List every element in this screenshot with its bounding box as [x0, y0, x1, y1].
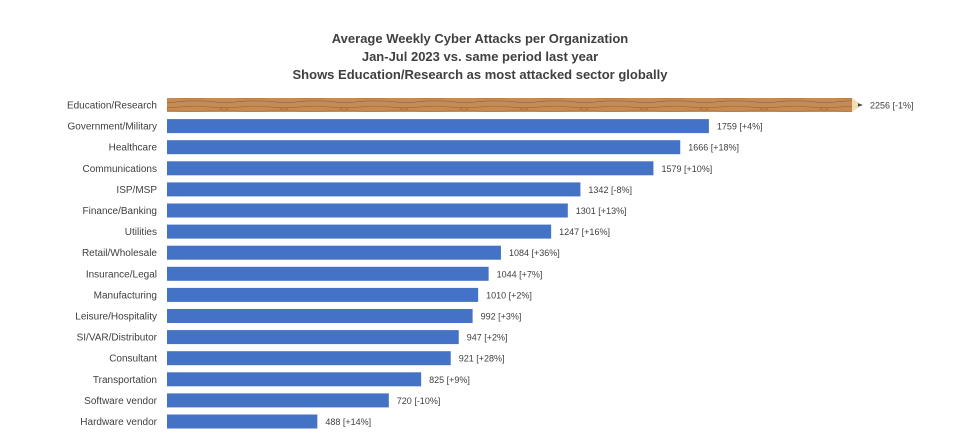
data-label-si-var-distributor: 947 [+2%] — [467, 333, 508, 343]
bar-si-var-distributor — [167, 330, 459, 345]
category-label-isp-msp: ISP/MSP — [116, 185, 157, 196]
category-label-insurance-legal: Insurance/Legal — [86, 269, 157, 280]
bar-education-research — [167, 98, 863, 112]
chart-title-line-2: Jan-Jul 2023 vs. same period last year — [361, 49, 599, 64]
data-label-insurance-legal: 1044 [+7%] — [497, 269, 543, 279]
bar-insurance-legal — [167, 266, 489, 281]
data-label-consultant: 921 [+28%] — [459, 354, 505, 364]
data-label-software-vendor: 720 [-10%] — [397, 396, 441, 406]
category-label-consultant: Consultant — [109, 354, 157, 365]
category-label-education-research: Education/Research — [67, 101, 157, 112]
category-label-communications: Communications — [83, 164, 157, 175]
data-label-healthcare: 1666 [+18%] — [688, 143, 739, 153]
data-label-hardware-vendor: 488 [+14%] — [325, 417, 371, 427]
data-label-leisure-hospitality: 992 [+3%] — [481, 312, 522, 322]
data-label-communications: 1579 [+10%] — [661, 164, 712, 174]
category-label-finance-banking: Finance/Banking — [83, 206, 158, 217]
category-label-software-vendor: Software vendor — [84, 396, 157, 407]
data-label-transportation: 825 [+9%] — [429, 375, 470, 385]
data-label-government-military: 1759 [+4%] — [717, 122, 763, 132]
bar-isp-msp — [167, 182, 581, 197]
pencil-body — [167, 98, 852, 112]
category-label-leisure-hospitality: Leisure/Hospitality — [75, 312, 157, 323]
bar-utilities — [167, 224, 552, 239]
data-label-finance-banking: 1301 [+13%] — [576, 206, 627, 216]
bar-manufacturing — [167, 287, 479, 302]
category-label-transportation: Transportation — [93, 375, 157, 386]
bar-communications — [167, 161, 654, 176]
category-label-healthcare: Healthcare — [109, 143, 158, 154]
bar-hardware-vendor — [167, 414, 318, 429]
data-label-utilities: 1247 [+16%] — [559, 227, 610, 237]
pencil-tip — [852, 98, 860, 112]
category-label-utilities: Utilities — [125, 227, 157, 238]
bar-leisure-hospitality — [167, 309, 473, 323]
chart-title-line-3: Shows Education/Research as most attacke… — [292, 67, 668, 82]
bar-healthcare — [167, 140, 681, 155]
bar-government-military — [167, 119, 709, 134]
pencil-lead — [858, 103, 863, 107]
bar-software-vendor — [167, 393, 389, 408]
bar-transportation — [167, 372, 422, 387]
category-label-hardware-vendor: Hardware vendor — [80, 417, 157, 428]
bar-retail-wholesale — [167, 245, 501, 260]
category-label-si-var-distributor: SI/VAR/Distributor — [77, 333, 158, 344]
category-label-retail-wholesale: Retail/Wholesale — [82, 248, 157, 259]
data-label-manufacturing: 1010 [+2%] — [486, 290, 532, 300]
chart-title-line-1: Average Weekly Cyber Attacks per Organiz… — [331, 31, 629, 46]
data-label-education-research: 2256 [-1%] — [870, 101, 914, 111]
category-label-government-military: Government/Military — [68, 122, 157, 133]
bar-finance-banking — [167, 203, 568, 218]
data-label-isp-msp: 1342 [-8%] — [588, 185, 632, 195]
bar-consultant — [167, 351, 451, 366]
category-label-manufacturing: Manufacturing — [94, 290, 157, 301]
data-label-retail-wholesale: 1084 [+36%] — [509, 248, 560, 258]
